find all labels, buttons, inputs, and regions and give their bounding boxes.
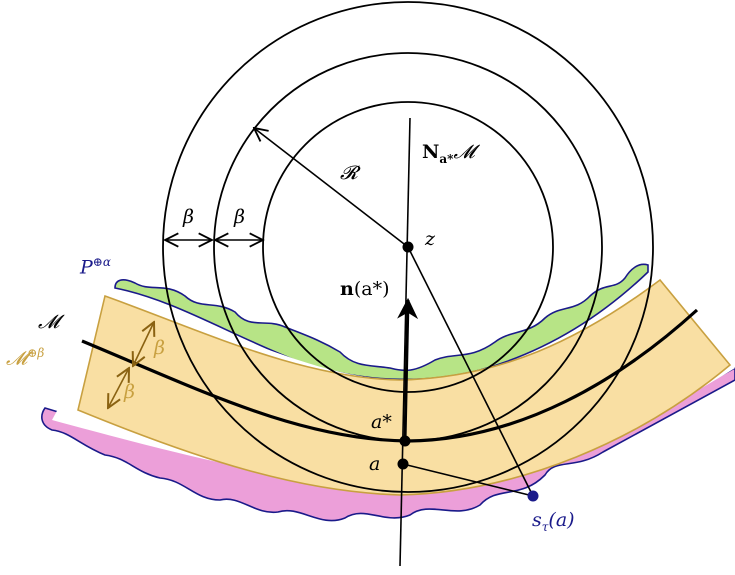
z-to-s-line	[407, 246, 534, 497]
label-manifold: 𝓜	[38, 311, 60, 333]
label-reach: 𝓡	[340, 162, 358, 184]
label-a-star: a*	[371, 411, 392, 433]
label-z: z	[425, 228, 436, 250]
label-band-beta-1: β	[154, 337, 165, 359]
point-s-tau	[527, 490, 539, 502]
point-a	[397, 458, 409, 470]
label-normal-vector: n(a*)	[340, 278, 390, 300]
label-a: a	[369, 453, 381, 475]
label-manifold-offset: 𝓜⊕β	[6, 346, 45, 370]
circle-outer	[162, 1, 654, 493]
label-band-beta-2: β	[124, 381, 135, 403]
a-to-s-line	[402, 463, 534, 497]
label-P-alpha: P⊕α	[80, 255, 111, 279]
normal-space-line	[399, 117, 411, 567]
point-a-star	[399, 435, 411, 447]
label-s-tau: sτ(a)	[532, 509, 575, 534]
reach-arrow	[254, 128, 409, 248]
label-beta-2: β	[234, 206, 245, 228]
normal-vector-arrow	[397, 297, 419, 442]
band-beta-arrow-2	[108, 368, 129, 408]
point-z	[402, 241, 414, 253]
label-beta-1: β	[183, 206, 194, 228]
label-normal-space: Na*𝓜	[422, 141, 475, 166]
band-beta-arrow-1	[133, 322, 154, 366]
